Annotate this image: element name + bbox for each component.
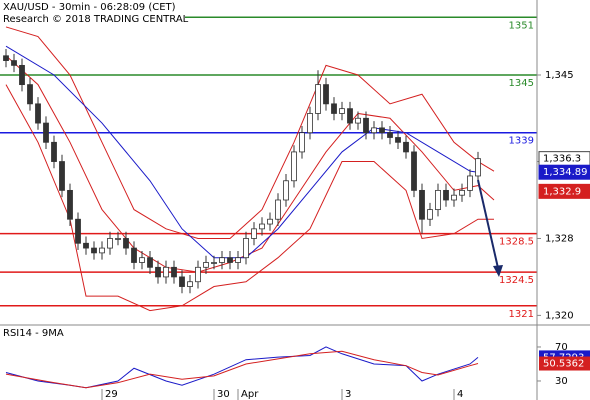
candle-body [475, 158, 481, 177]
level-label: 1351 [509, 20, 534, 31]
y-tick-label: 1,345 [545, 70, 574, 81]
rsi-title: RSI14 - 9MA [3, 328, 64, 339]
price-label: 1,332.9 [543, 186, 581, 197]
rsi-label: 50.5362 [543, 359, 584, 370]
candle-body [443, 189, 449, 201]
candle-body [195, 266, 201, 283]
candle-body [83, 242, 89, 249]
overlay-line [5, 26, 495, 239]
candle-body [163, 266, 169, 278]
candle-body [75, 218, 81, 244]
x-tick-label: 30 [217, 389, 230, 400]
candle-body [267, 218, 273, 225]
candle-body [387, 132, 393, 138]
candle-body [419, 189, 425, 220]
candle-body [395, 137, 401, 143]
candle-body [147, 257, 153, 268]
x-tick-label: 3 [345, 389, 351, 400]
forecast-arrow [477, 179, 499, 269]
rsi-line [5, 350, 479, 389]
level-label: 1321 [509, 309, 534, 320]
overlay-line [5, 84, 494, 312]
level-label: 1328.5 [499, 237, 534, 248]
level-label: 1339 [509, 136, 534, 147]
candle-body [171, 266, 177, 278]
y-tick-label: 1,320 [545, 310, 574, 321]
candle-body [427, 209, 433, 220]
header-bg [0, 0, 185, 26]
rsi-label-box [539, 356, 590, 371]
candle-body [363, 117, 369, 134]
candle-body [99, 247, 105, 254]
candle-body [211, 262, 217, 264]
candle-body [115, 238, 121, 240]
candle-body [379, 127, 385, 134]
candle-body [355, 117, 361, 124]
candle-body [91, 247, 97, 254]
candle-body [3, 55, 9, 61]
candle-body [51, 141, 57, 162]
candle-body [299, 132, 305, 153]
x-tick-label: Apr [241, 389, 259, 400]
chart-title: XAU/USD - 30min - 06:28:09 (CET) [3, 2, 176, 13]
candle-body [203, 262, 209, 268]
candle-body [291, 151, 297, 182]
candle-body [411, 151, 417, 191]
candle-body [59, 161, 65, 191]
candle-body [139, 257, 145, 263]
candle-body [227, 257, 233, 263]
candle-body [323, 84, 329, 105]
candle-body [187, 281, 193, 287]
candle-body [283, 180, 289, 201]
candle-body [19, 64, 25, 86]
candle-body [219, 257, 225, 263]
rsi-tick-label: 30 [555, 376, 568, 387]
candle-body [235, 257, 241, 263]
y-tick-label: 1,328 [545, 233, 574, 244]
candle-body [243, 238, 249, 259]
candle-body [307, 113, 313, 134]
candle-body [107, 238, 113, 249]
overlay-line [5, 45, 479, 259]
candle-body [179, 276, 185, 287]
forecast-arrowhead [493, 265, 503, 277]
candle-body [451, 194, 457, 201]
candle-body [331, 103, 337, 114]
candle-body [123, 238, 129, 249]
level-label: 1324.5 [499, 275, 534, 286]
candle-body [67, 189, 73, 220]
candle-body [35, 103, 41, 124]
candle-body [275, 199, 281, 220]
candle-body [155, 266, 161, 278]
candle-body [43, 122, 49, 143]
overlay-line [5, 55, 495, 273]
price-label: 1,334.89 [543, 167, 588, 178]
candle-body [27, 84, 33, 105]
candle-body [403, 141, 409, 153]
plot-area: 1,3451,3361,3281,3202930Apr3413511345133… [0, 16, 574, 400]
x-tick-label: 4 [457, 389, 463, 400]
candle-body [347, 108, 353, 124]
level-label: 1345 [509, 78, 534, 89]
candle-body [259, 223, 265, 230]
chart-subtitle: Research © 2018 TRADING CENTRAL [3, 14, 189, 25]
candle-body [131, 247, 137, 263]
price-label: 1,336.3 [543, 154, 581, 165]
candle-body [315, 84, 321, 114]
price-label-box [538, 164, 590, 180]
candle-body [339, 108, 345, 114]
candle-body [435, 189, 441, 211]
price-label-box [538, 183, 590, 199]
x-tick-label: 29 [105, 389, 118, 400]
candle-body [371, 127, 377, 134]
candle-body [251, 228, 257, 239]
rsi-tick-label: 70 [555, 342, 568, 353]
candle-body [11, 60, 17, 66]
candle-body [467, 175, 473, 191]
candle-body [459, 189, 465, 196]
